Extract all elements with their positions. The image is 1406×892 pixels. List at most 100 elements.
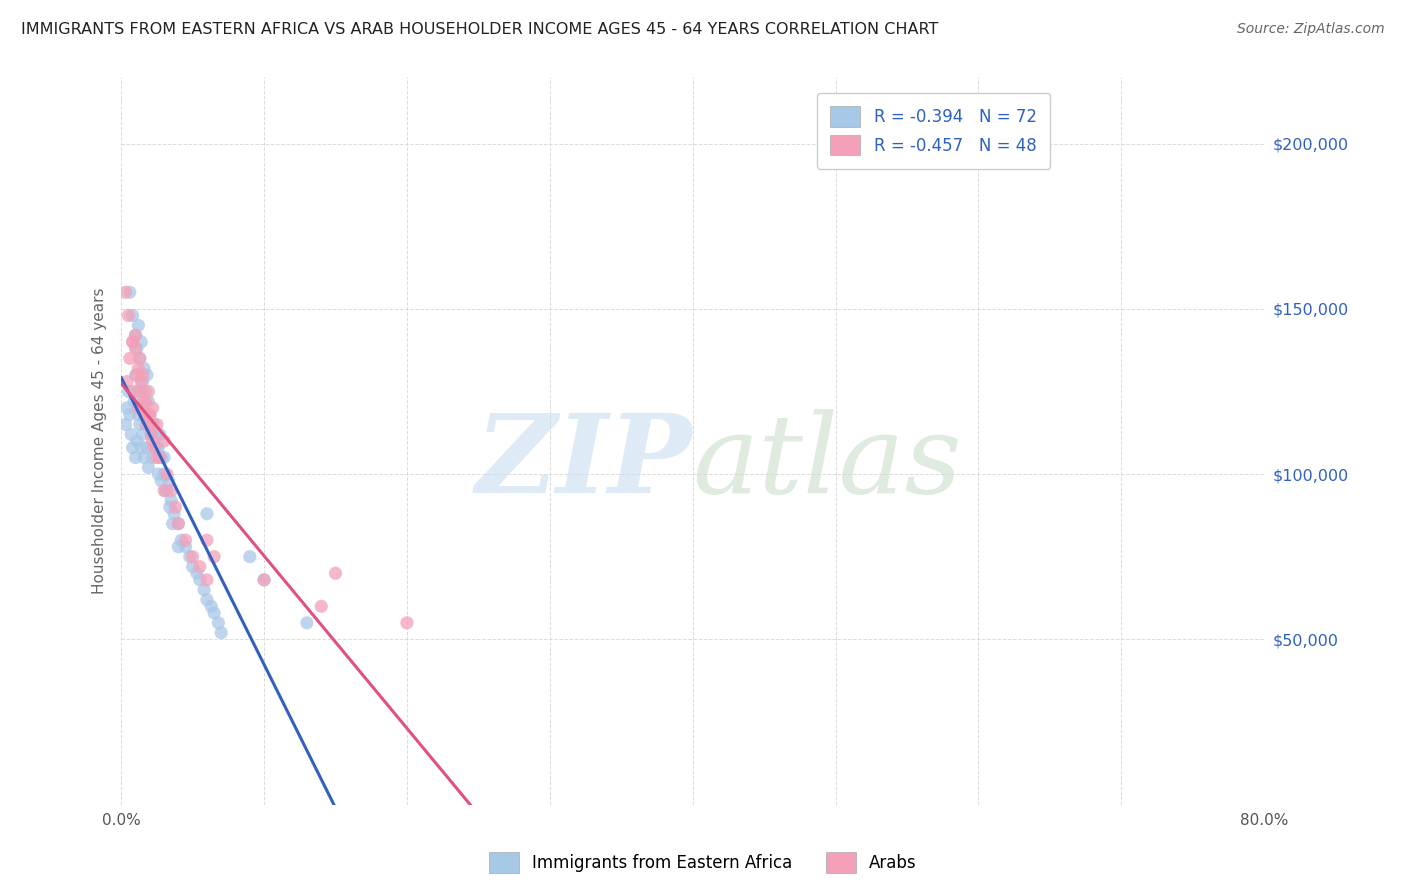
Point bbox=[195, 533, 218, 548]
Legend: R = -0.394   N = 72, R = -0.457   N = 48: R = -0.394 N = 72, R = -0.457 N = 48 bbox=[817, 93, 1050, 169]
Point bbox=[143, 417, 166, 432]
Point bbox=[121, 441, 143, 455]
Text: ZIP: ZIP bbox=[477, 409, 693, 516]
Point bbox=[167, 516, 190, 531]
Point bbox=[162, 516, 184, 531]
Point bbox=[139, 408, 162, 422]
Point bbox=[125, 368, 148, 382]
Point bbox=[131, 427, 153, 442]
Point bbox=[148, 467, 170, 481]
Point bbox=[170, 533, 193, 548]
Point bbox=[146, 417, 169, 432]
Point bbox=[200, 599, 222, 614]
Point bbox=[163, 507, 186, 521]
Point bbox=[143, 441, 166, 455]
Point bbox=[132, 394, 155, 409]
Point bbox=[136, 417, 159, 432]
Point bbox=[202, 606, 225, 620]
Point bbox=[167, 516, 190, 531]
Point bbox=[181, 559, 204, 574]
Legend: Immigrants from Eastern Africa, Arabs: Immigrants from Eastern Africa, Arabs bbox=[482, 846, 924, 880]
Point bbox=[122, 394, 145, 409]
Point bbox=[149, 427, 172, 442]
Point bbox=[125, 434, 148, 448]
Point bbox=[129, 441, 152, 455]
Point bbox=[127, 318, 149, 333]
Point bbox=[146, 441, 169, 455]
Point bbox=[127, 401, 149, 415]
Point bbox=[134, 394, 156, 409]
Point bbox=[129, 375, 152, 389]
Point bbox=[142, 417, 165, 432]
Point bbox=[114, 417, 136, 432]
Point bbox=[115, 375, 138, 389]
Point bbox=[157, 474, 180, 488]
Point bbox=[195, 592, 218, 607]
Point bbox=[120, 427, 142, 442]
Point bbox=[138, 384, 160, 399]
Point bbox=[132, 361, 155, 376]
Point bbox=[127, 361, 149, 376]
Point bbox=[142, 450, 165, 465]
Point bbox=[165, 500, 187, 515]
Point bbox=[142, 401, 165, 415]
Point bbox=[131, 375, 153, 389]
Point bbox=[167, 540, 190, 554]
Point bbox=[139, 408, 162, 422]
Text: IMMIGRANTS FROM EASTERN AFRICA VS ARAB HOUSEHOLDER INCOME AGES 45 - 64 YEARS COR: IMMIGRANTS FROM EASTERN AFRICA VS ARAB H… bbox=[21, 22, 938, 37]
Point bbox=[117, 384, 139, 399]
Point bbox=[136, 408, 159, 422]
Point bbox=[153, 434, 176, 448]
Point bbox=[128, 351, 150, 366]
Point bbox=[253, 573, 276, 587]
Point bbox=[124, 328, 146, 343]
Point bbox=[134, 417, 156, 432]
Point bbox=[174, 540, 197, 554]
Point bbox=[131, 368, 153, 382]
Point bbox=[138, 460, 160, 475]
Point bbox=[121, 334, 143, 349]
Point bbox=[153, 450, 176, 465]
Point bbox=[188, 559, 211, 574]
Point bbox=[118, 285, 141, 300]
Point bbox=[188, 573, 211, 587]
Point bbox=[127, 384, 149, 399]
Point bbox=[136, 368, 159, 382]
Point bbox=[156, 467, 179, 481]
Text: Source: ZipAtlas.com: Source: ZipAtlas.com bbox=[1237, 22, 1385, 37]
Point bbox=[153, 483, 176, 498]
Point bbox=[174, 533, 197, 548]
Point bbox=[148, 441, 170, 455]
Point bbox=[114, 285, 136, 300]
Point bbox=[239, 549, 262, 564]
Point bbox=[209, 625, 232, 640]
Point bbox=[202, 549, 225, 564]
Point bbox=[118, 408, 141, 422]
Point bbox=[179, 549, 201, 564]
Point bbox=[160, 493, 183, 508]
Point bbox=[127, 408, 149, 422]
Point bbox=[138, 394, 160, 409]
Y-axis label: Householder Income Ages 45 - 64 years: Householder Income Ages 45 - 64 years bbox=[93, 288, 107, 594]
Point bbox=[395, 615, 418, 630]
Point bbox=[122, 384, 145, 399]
Point bbox=[195, 507, 218, 521]
Point bbox=[207, 615, 229, 630]
Point bbox=[295, 615, 318, 630]
Point bbox=[159, 500, 181, 515]
Point bbox=[309, 599, 332, 614]
Point bbox=[129, 384, 152, 399]
Point bbox=[150, 450, 173, 465]
Point bbox=[132, 408, 155, 422]
Point bbox=[160, 483, 183, 498]
Point bbox=[139, 408, 162, 422]
Point bbox=[115, 401, 138, 415]
Point bbox=[149, 450, 172, 465]
Point bbox=[253, 573, 276, 587]
Point bbox=[124, 368, 146, 382]
Point bbox=[125, 342, 148, 356]
Point bbox=[193, 582, 215, 597]
Point bbox=[181, 549, 204, 564]
Point bbox=[128, 351, 150, 366]
Point bbox=[139, 417, 162, 432]
